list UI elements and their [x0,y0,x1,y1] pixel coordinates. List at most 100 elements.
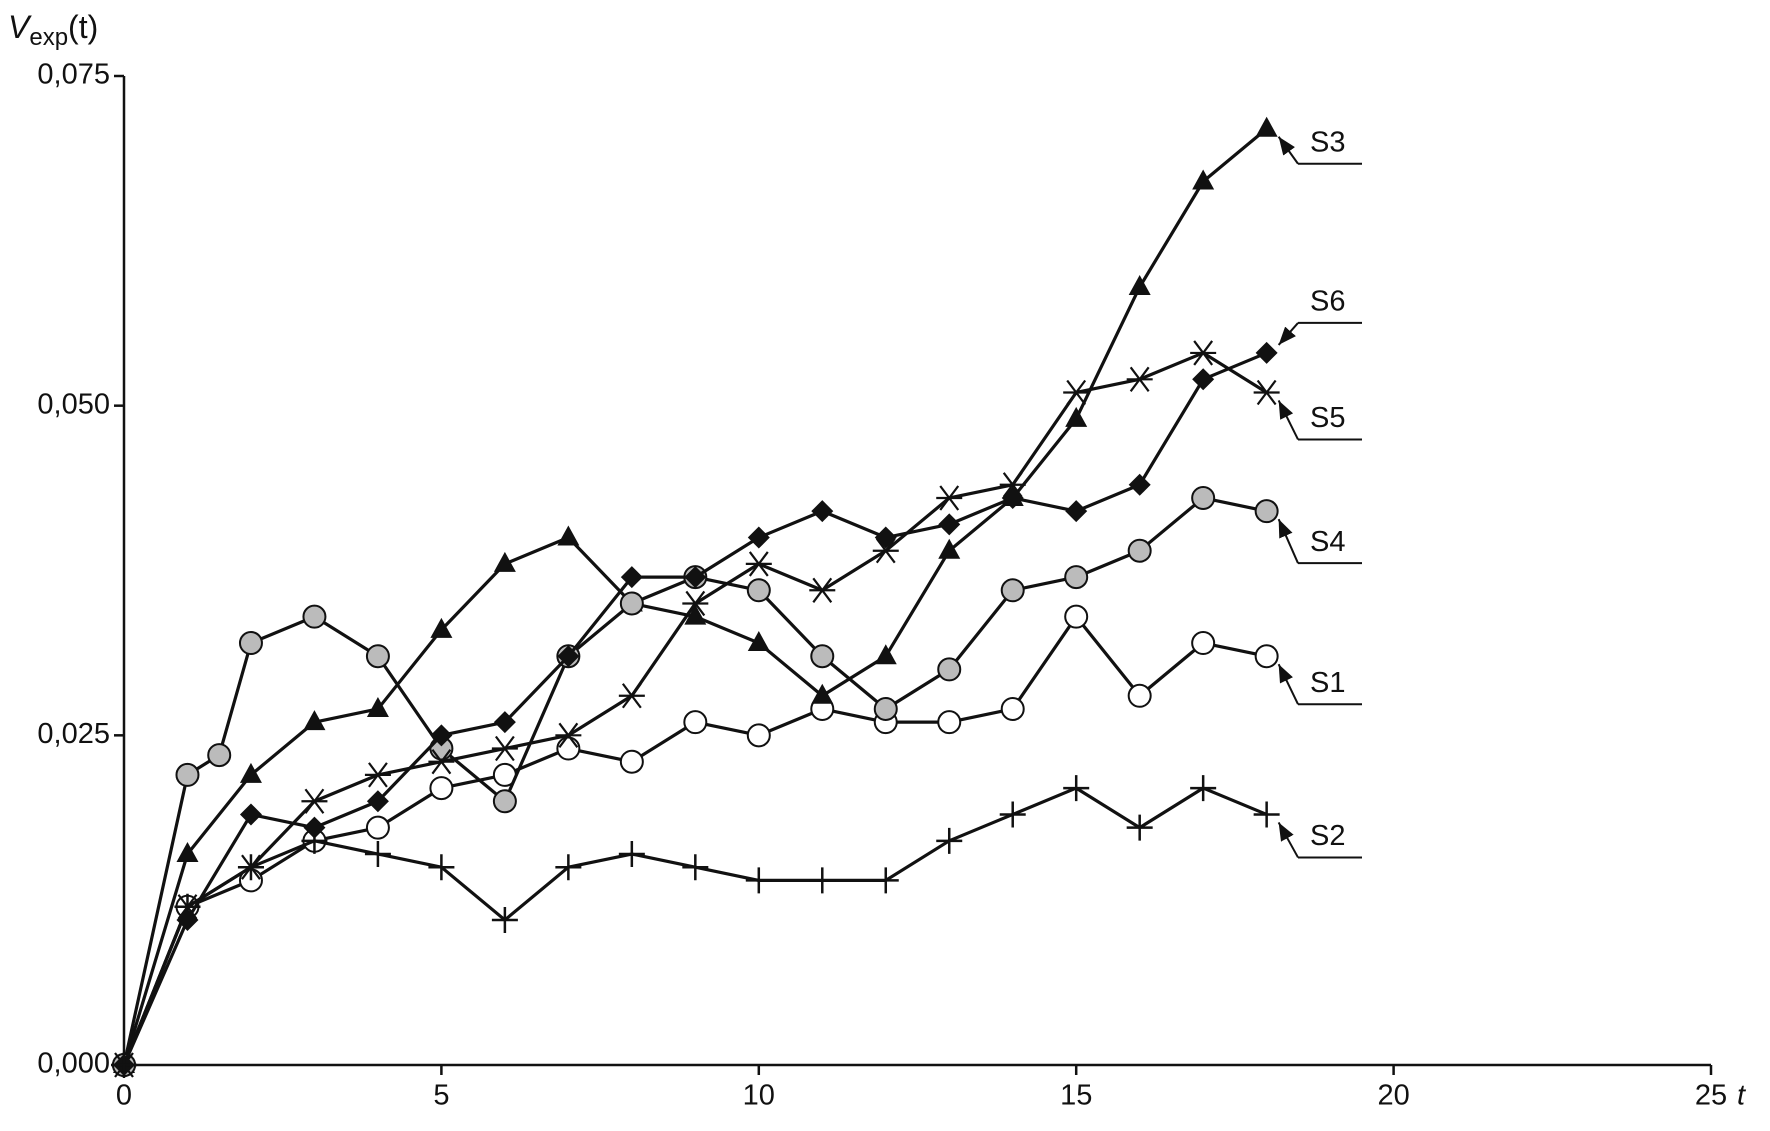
y-tick-label: 0,075 [37,59,110,91]
marker [1191,631,1216,656]
plot-area [111,116,1280,1078]
x-tick-label: 10 [743,1080,775,1112]
marker [811,500,834,523]
marker [938,538,961,559]
marker [745,551,772,577]
marker [618,841,645,868]
marker [430,617,453,638]
marker [745,867,772,894]
marker [937,657,962,682]
label-leader [1277,136,1299,165]
marker [491,906,518,933]
marker [365,815,390,840]
marker [874,526,897,549]
marker [238,631,263,656]
marker [493,711,516,734]
series-line [122,786,1268,1066]
marker [1191,485,1216,510]
marker [810,644,835,669]
series-label: S3 [1310,126,1345,158]
marker [1253,801,1280,828]
label-leader [1277,663,1299,705]
marker [1065,500,1088,523]
x-tick-label: 20 [1377,1080,1409,1112]
marker [175,762,200,787]
marker [937,710,962,735]
marker [364,841,391,868]
y-axis-label: Vexp(t) [8,9,98,51]
marker [303,816,326,839]
marker [237,854,264,880]
marker [207,743,232,768]
marker [428,854,455,881]
x-tick-label: 5 [433,1080,449,1112]
marker [1127,538,1152,563]
marker [430,724,453,747]
marker [1126,814,1153,841]
marker [364,762,391,788]
marker [938,513,961,536]
marker [1192,368,1215,391]
marker [1064,565,1089,590]
marker [1255,116,1278,137]
marker [429,776,454,801]
marker [176,842,199,863]
marker [682,590,709,617]
marker [872,538,899,564]
marker [619,591,644,616]
marker [1128,473,1151,496]
marker [1064,604,1089,629]
marker [303,710,326,731]
marker [873,696,898,721]
marker [493,551,516,572]
marker [809,577,836,603]
marker [555,854,582,881]
marker [176,908,199,931]
series-line [122,615,1267,1066]
marker [239,762,262,783]
label-leader [1277,821,1299,858]
series-label: S5 [1310,402,1345,434]
x-tick-label: 0 [116,1080,132,1112]
series-label: S4 [1310,526,1345,558]
series-label: S6 [1310,286,1345,318]
series-label: S1 [1310,667,1345,699]
marker [239,803,262,826]
series-line [122,351,1268,1066]
marker [682,854,709,881]
marker [999,801,1026,828]
marker [811,683,834,704]
series-line [122,127,1268,1066]
marker [1000,696,1025,721]
marker [301,788,328,814]
marker [366,696,389,717]
marker [620,566,643,589]
marker [557,645,580,668]
marker [1254,499,1279,524]
marker [747,631,770,652]
marker [999,472,1026,498]
x-axis-label: t [1737,1080,1747,1112]
marker [491,735,518,762]
marker [936,485,963,511]
marker [874,644,897,665]
marker [683,710,708,735]
marker [1126,366,1153,392]
marker [747,526,770,549]
marker [302,604,327,629]
marker [1127,683,1152,708]
marker [1190,775,1217,802]
marker [1253,379,1280,406]
series-line [122,351,1268,1066]
marker [618,683,645,709]
marker [1001,486,1024,509]
marker [1192,169,1215,190]
marker [1063,379,1090,406]
marker [366,790,389,813]
marker [556,736,581,761]
marker [365,644,390,669]
marker [746,578,771,603]
marker [684,604,707,625]
marker [1065,406,1088,427]
